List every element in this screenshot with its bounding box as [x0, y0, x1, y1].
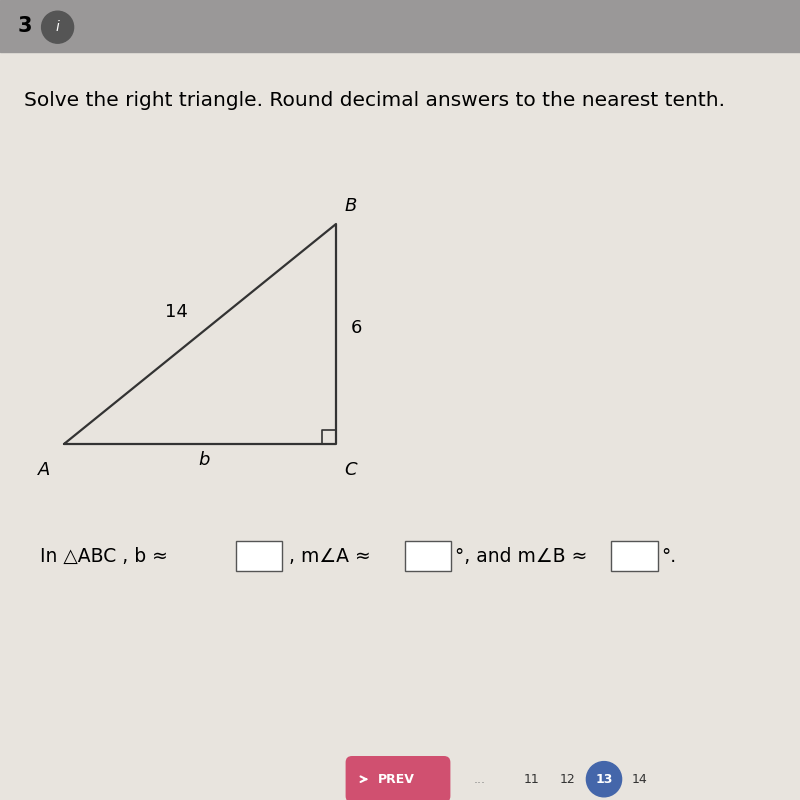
- Text: i: i: [56, 20, 59, 34]
- Circle shape: [42, 11, 74, 43]
- Text: A: A: [38, 462, 50, 479]
- Text: °, and m∠B ≈: °, and m∠B ≈: [455, 546, 594, 566]
- Text: 6: 6: [350, 319, 362, 337]
- Text: C: C: [344, 462, 357, 479]
- Text: Solve the right triangle. Round decimal answers to the nearest tenth.: Solve the right triangle. Round decimal …: [24, 90, 725, 110]
- FancyBboxPatch shape: [346, 756, 450, 800]
- Text: 11: 11: [524, 773, 540, 786]
- Text: 14: 14: [632, 773, 648, 786]
- Text: , m∠A ≈: , m∠A ≈: [289, 546, 377, 566]
- Text: b: b: [198, 451, 210, 469]
- Circle shape: [586, 762, 622, 797]
- Text: ...: ...: [474, 773, 486, 786]
- Text: 14: 14: [165, 303, 187, 321]
- Text: 13: 13: [595, 773, 613, 786]
- Text: °.: °.: [662, 546, 677, 566]
- Text: 3: 3: [18, 16, 32, 36]
- Bar: [611, 541, 658, 571]
- Bar: [236, 541, 282, 571]
- Text: B: B: [344, 198, 357, 215]
- Bar: [405, 541, 451, 571]
- Text: 12: 12: [560, 773, 576, 786]
- Text: In △ABC , b ≈: In △ABC , b ≈: [40, 546, 174, 566]
- Bar: [0, 0, 800, 52]
- Text: PREV: PREV: [378, 773, 414, 786]
